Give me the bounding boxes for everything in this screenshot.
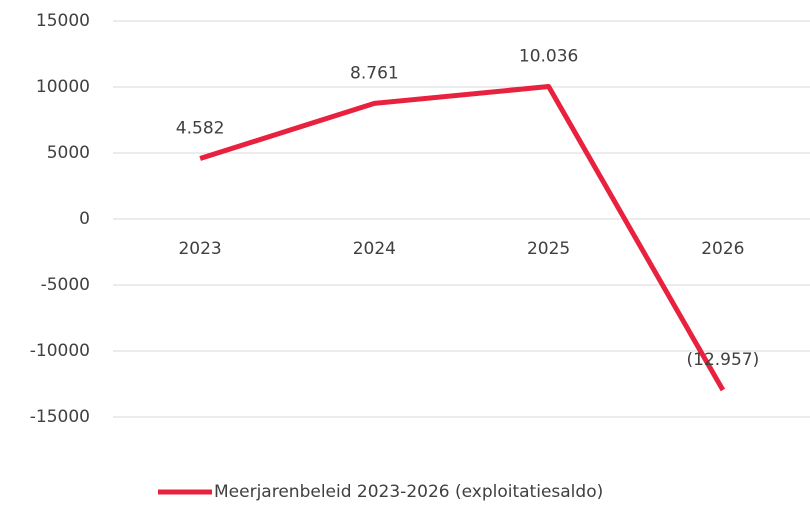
data-line [199, 84, 726, 392]
x-tick-label: 2024 [353, 239, 396, 259]
x-tick-label: 2023 [178, 239, 221, 259]
y-tick-label: 5000 [47, 143, 90, 163]
y-tick-label: 10000 [36, 77, 90, 97]
data-label: 10.036 [519, 47, 578, 67]
data-label: 4.582 [176, 119, 225, 139]
y-tick-label: 15000 [36, 11, 90, 31]
x-tick-label: 2025 [527, 239, 570, 259]
y-tick-label: -5000 [41, 275, 90, 295]
y-tick-label: -10000 [30, 341, 90, 361]
y-tick-label: 0 [79, 209, 90, 229]
data-label: (12.957) [687, 350, 760, 370]
legend-label: Meerjarenbeleid 2023-2026 (exploitatiesa… [214, 482, 603, 502]
x-tick-label: 2026 [701, 239, 744, 259]
y-tick-label: -15000 [30, 407, 90, 427]
data-label: 8.761 [350, 63, 399, 83]
